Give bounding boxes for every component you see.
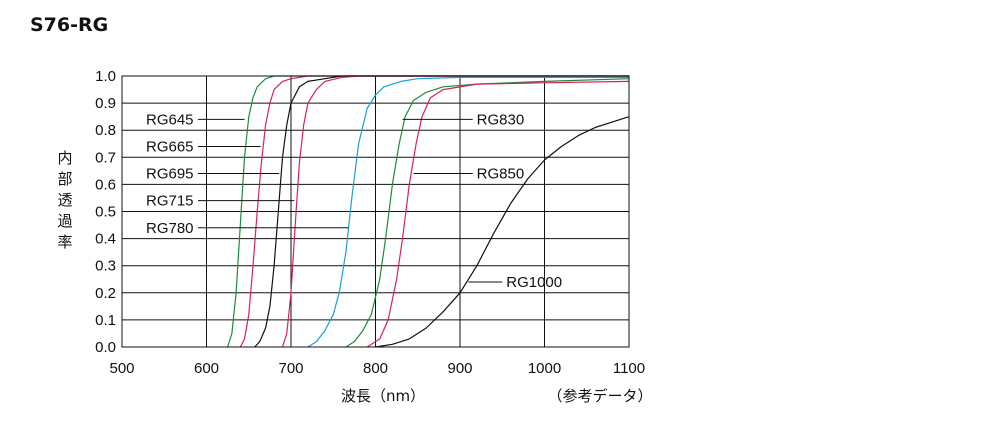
x-tick-label: 900 bbox=[447, 360, 472, 377]
y-tick-label: 1.0 bbox=[95, 68, 116, 85]
series-line-rg830 bbox=[345, 78, 630, 348]
series-line-rg695 bbox=[254, 75, 629, 348]
y-tick-label: 0.9 bbox=[95, 95, 116, 112]
y-tick-label: 0.8 bbox=[95, 122, 116, 139]
y-tick-label: 0.1 bbox=[95, 312, 116, 329]
y-tick-label: 0.6 bbox=[95, 176, 116, 193]
series-line-rg1000 bbox=[375, 116, 630, 348]
x-tick-label: 700 bbox=[278, 360, 303, 377]
series-label-rg695: RG695 bbox=[146, 166, 194, 183]
y-axis-title: 内部透過率 bbox=[57, 149, 72, 251]
series-label-rg850: RG850 bbox=[477, 166, 525, 183]
series-label-rg715: RG715 bbox=[146, 193, 194, 210]
series-label-rg830: RG830 bbox=[477, 111, 525, 128]
y-tick-labels: 0.0 0.1 0.2 0.3 0.4 0.5 0.6 0.7 0.8 0.9 1.0 bbox=[95, 68, 116, 356]
series-line-rg850 bbox=[366, 80, 630, 348]
leader-lines bbox=[198, 118, 503, 283]
series-label-rg780: RG780 bbox=[146, 220, 194, 237]
x-tick-label: 500 bbox=[109, 360, 134, 377]
series-label-rg645: RG645 bbox=[146, 111, 194, 128]
x-tick-label: 1100 bbox=[613, 360, 645, 377]
y-tick-label: 0.2 bbox=[95, 285, 116, 302]
y-tick-label: 0.5 bbox=[95, 204, 116, 221]
series-labels: RG645 RG665 RG695 RG715 RG780 RG830 RG850 RG100… bbox=[146, 111, 562, 291]
series-line-rg715 bbox=[281, 75, 629, 348]
grid bbox=[121, 75, 630, 348]
x-tick-label: 600 bbox=[194, 360, 219, 377]
y-tick-label: 0.7 bbox=[95, 149, 116, 166]
series-line-rg780 bbox=[307, 76, 629, 348]
series-label-rg1000: RG1000 bbox=[506, 274, 562, 291]
x-tick-label: 1000 bbox=[528, 360, 561, 377]
page-title: S76-RG bbox=[30, 14, 109, 36]
series-line-rg645 bbox=[227, 75, 629, 348]
reference-note: （参考データ） bbox=[547, 387, 652, 405]
x-tick-labels: 500 600 700 800 900 1000 1100 bbox=[109, 360, 645, 377]
y-tick-label: 0.4 bbox=[95, 231, 116, 248]
y-tick-label: 0.3 bbox=[95, 258, 116, 275]
x-tick-label: 800 bbox=[363, 360, 388, 377]
series-label-rg665: RG665 bbox=[146, 138, 194, 155]
x-axis-title: 波長（nm） bbox=[341, 387, 425, 405]
plot-frame bbox=[121, 75, 630, 348]
y-tick-label: 0.0 bbox=[95, 339, 116, 356]
series-layer bbox=[227, 75, 630, 348]
series-line-rg665 bbox=[239, 75, 629, 348]
